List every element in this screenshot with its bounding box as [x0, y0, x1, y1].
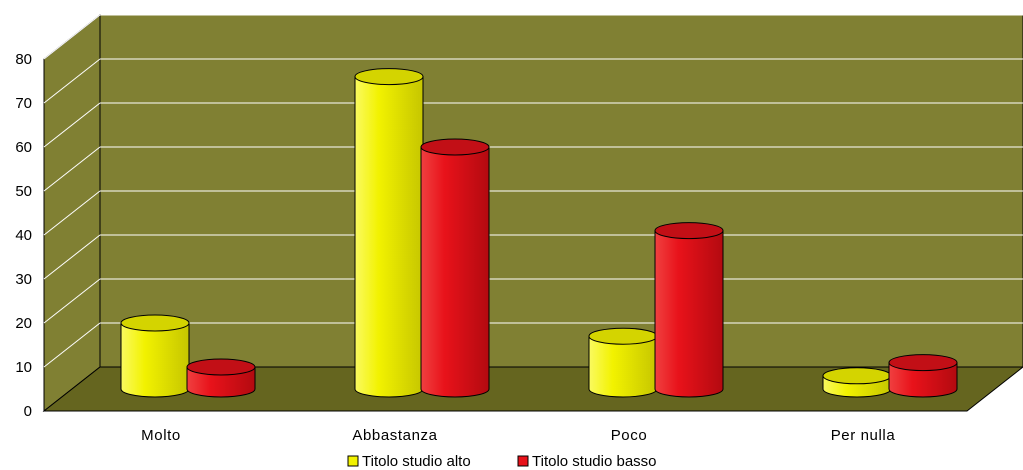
gridline-side — [43, 234, 101, 280]
bar-top — [354, 68, 424, 86]
y-tick-label: 40 — [15, 227, 32, 244]
y-axis: 0 10 20 30 40 50 60 70 80 — [15, 51, 32, 420]
gridline-side — [43, 58, 101, 104]
bar — [120, 314, 190, 398]
plot-area — [42, 13, 1023, 413]
bar — [822, 367, 892, 398]
legend-label: Titolo studio basso — [532, 453, 657, 470]
x-axis: Molto Abbastanza Poco Per nulla — [141, 427, 895, 444]
legend-label: Titolo studio alto — [362, 453, 471, 470]
x-tick-label: Abbastanza — [352, 427, 437, 444]
bar — [420, 138, 490, 398]
x-tick-label: Poco — [611, 427, 648, 444]
gridline-side — [43, 278, 101, 324]
y-tick-label: 20 — [15, 315, 32, 332]
y-tick-label: 60 — [15, 139, 32, 156]
bar — [588, 327, 658, 398]
bar-top — [654, 222, 724, 240]
bar — [888, 354, 958, 398]
x-tick-label: Per nulla — [831, 427, 896, 444]
bar-top — [120, 314, 190, 332]
bar-body — [354, 76, 424, 398]
bar-top — [888, 354, 958, 372]
bar-body — [654, 230, 724, 398]
bar-body — [186, 366, 256, 398]
gridline-side — [43, 190, 101, 236]
bars — [120, 68, 958, 398]
y-tick-label: 30 — [15, 271, 32, 288]
gridline-side — [43, 102, 101, 148]
bar-body — [120, 322, 190, 398]
bar-body — [420, 146, 490, 398]
gridline-side — [43, 322, 101, 368]
legend: Titolo studio alto Titolo studio basso — [347, 453, 657, 470]
y-tick-label: 70 — [15, 95, 32, 112]
bar-top — [186, 358, 256, 376]
bar — [354, 68, 424, 398]
y-tick-label: 10 — [15, 359, 32, 376]
legend-swatch — [347, 455, 359, 467]
bar-body — [588, 335, 658, 398]
bar — [186, 358, 256, 398]
bar-top — [822, 367, 892, 385]
x-tick-label: Molto — [141, 427, 181, 444]
bar-top — [420, 138, 490, 156]
y-tick-label: 80 — [15, 51, 32, 68]
bar-body — [888, 362, 958, 398]
y-tick-label: 0 — [24, 403, 32, 420]
bar — [654, 222, 724, 398]
bar-top — [588, 327, 658, 345]
gridline-side — [43, 146, 101, 192]
y-tick-label: 50 — [15, 183, 32, 200]
gridline-side — [43, 14, 101, 60]
legend-swatch — [517, 455, 529, 467]
